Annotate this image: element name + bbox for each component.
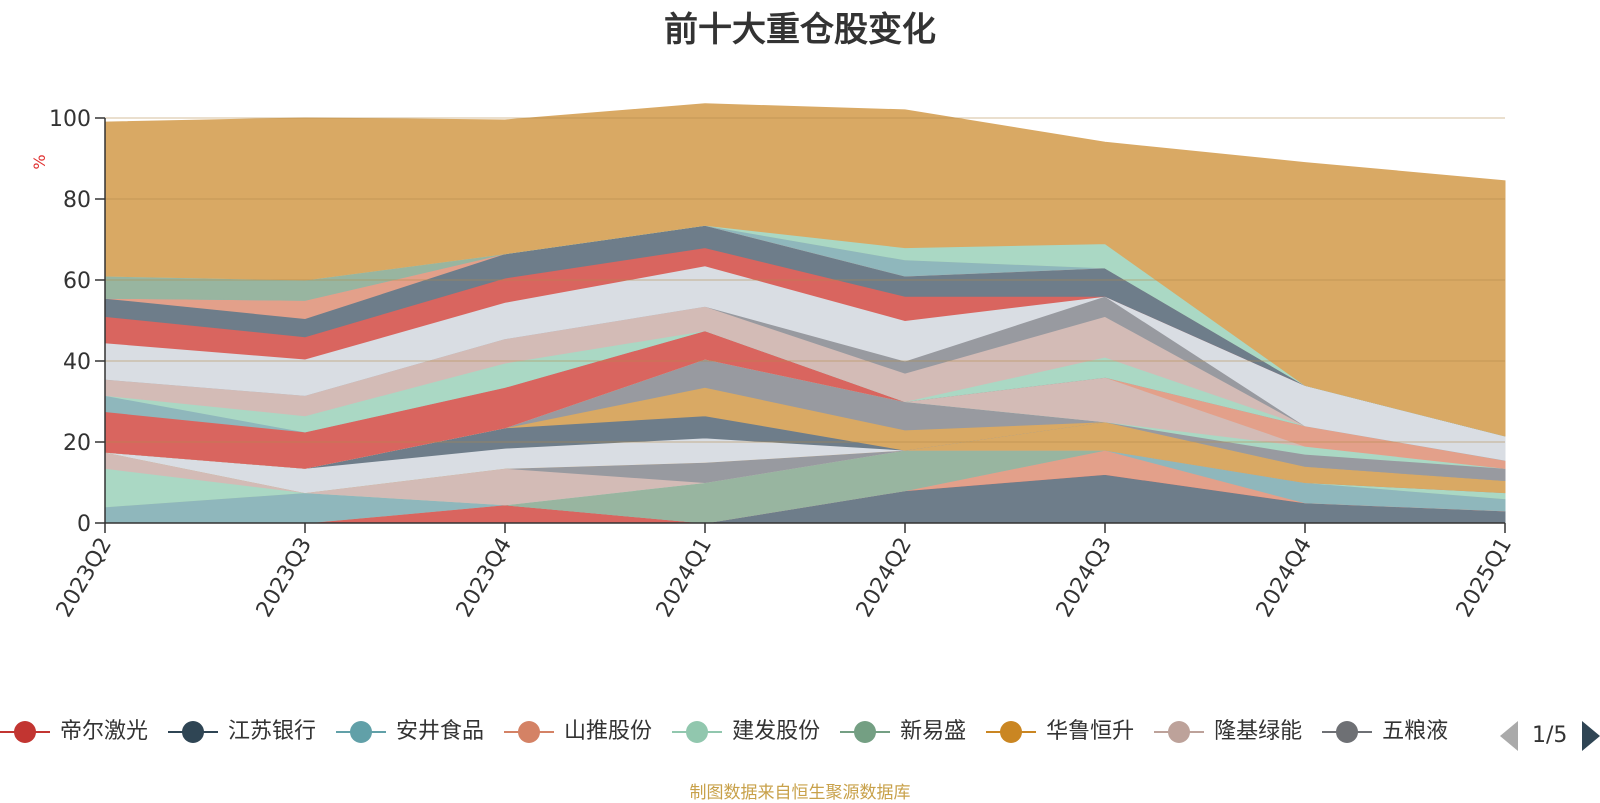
legend-item[interactable]: 建发股份 (672, 714, 820, 750)
x-tick-label: 2025Q1 (1452, 534, 1517, 622)
legend-item[interactable]: 帝尔激光 (0, 714, 148, 750)
legend-label: 隆基绿能 (1214, 719, 1303, 744)
legend-marker-icon (854, 721, 877, 743)
grid-lines (105, 117, 1505, 443)
legend-label: 华鲁恒升 (1046, 719, 1135, 744)
x-tick-label: 2024Q1 (652, 534, 717, 622)
legend-marker-icon (1000, 721, 1023, 743)
x-tick-label: 2023Q4 (452, 534, 517, 622)
legend-label: 新易盛 (900, 719, 967, 744)
legend-marker-icon (518, 721, 541, 743)
legend-marker-icon (14, 721, 36, 743)
x-tick-label: 2024Q4 (1252, 534, 1317, 622)
y-tick-label: 40 (63, 350, 91, 375)
area-series-29[interactable] (104, 103, 1506, 437)
legend-marker-icon (1168, 721, 1191, 743)
legend-marker-icon (182, 721, 205, 743)
area-series-group (104, 103, 1506, 524)
y-tick-label: 60 (63, 269, 91, 294)
source-note: 制图数据来自恒生聚源数据库 (689, 783, 911, 803)
chart-title: 前十大重仓股变化 (664, 10, 936, 50)
legend-label: 建发股份 (732, 719, 821, 744)
y-tick-label: 0 (77, 512, 91, 537)
legend-page-indicator: 1/5 (1532, 723, 1568, 748)
legend-marker-icon (686, 721, 709, 743)
legend-item[interactable]: 新易盛 (840, 714, 966, 750)
x-tick-label: 2024Q3 (1052, 534, 1117, 622)
x-tick-label: 2024Q2 (852, 534, 917, 622)
legend-prev-icon[interactable] (1500, 721, 1518, 751)
legend-label: 帝尔激光 (60, 719, 149, 744)
legend-pager: 1/5 (1500, 718, 1600, 754)
legend-item[interactable]: 隆基绿能 (1154, 714, 1302, 750)
y-tick-label: 20 (63, 431, 91, 456)
y-tick-label: 100 (49, 107, 91, 132)
x-tick-label: 2023Q2 (52, 534, 117, 622)
y-tick-label: 80 (63, 188, 91, 213)
legend: 帝尔激光 江苏银行 安井食品 山推股份 建发股份 新易盛 华鲁恒升 隆基绿能 五粮液 (0, 714, 1500, 754)
legend-label: 山推股份 (564, 719, 653, 744)
legend-item[interactable]: 华鲁恒升 (986, 714, 1134, 750)
legend-label: 安井食品 (396, 719, 485, 744)
x-tick-label: 2023Q3 (252, 534, 317, 622)
legend-marker-icon (350, 721, 373, 743)
legend-item[interactable]: 五粮液 (1322, 714, 1448, 750)
legend-item[interactable]: 江苏银行 (168, 714, 316, 750)
legend-item[interactable]: 安井食品 (336, 714, 484, 750)
legend-label: 江苏银行 (228, 719, 317, 744)
y-axis-label: % (30, 154, 49, 169)
legend-label: 五粮液 (1382, 719, 1449, 744)
legend-marker-icon (1336, 721, 1359, 743)
legend-next-icon[interactable] (1582, 721, 1600, 751)
legend-item[interactable]: 山推股份 (504, 714, 652, 750)
